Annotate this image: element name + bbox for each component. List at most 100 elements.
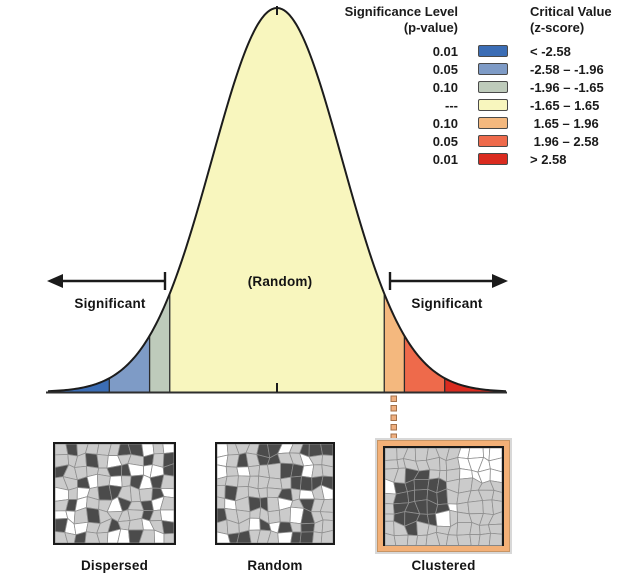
- map-polygon: [217, 531, 231, 543]
- map-polygon: [160, 487, 174, 499]
- z-range-label: 1.96 – 2.58: [530, 133, 599, 149]
- map-polygon: [277, 531, 293, 543]
- map-polygon: [162, 444, 174, 454]
- map-polygon: [64, 532, 77, 543]
- map-polygon: [159, 509, 174, 523]
- map-polygon: [138, 487, 153, 502]
- map-polygon: [266, 477, 283, 490]
- map-polygon: [319, 511, 333, 521]
- map-polygon: [384, 459, 399, 470]
- map-polygon: [488, 532, 503, 546]
- random-map-mosaic: [217, 444, 333, 543]
- map-polygon: [467, 447, 484, 460]
- z-range-label: -1.65 – 1.65: [530, 97, 600, 113]
- map-polygon: [162, 463, 174, 477]
- map-polygon: [117, 528, 131, 543]
- map-polygon: [319, 498, 333, 513]
- z-range-label: > 2.58: [530, 151, 567, 167]
- map-polygon: [393, 534, 409, 546]
- p-value-label: 0.01: [432, 151, 458, 167]
- map-polygon: [256, 529, 272, 543]
- legend-row: 0.01 < -2.58: [330, 42, 630, 60]
- map-polygon: [217, 484, 226, 499]
- map-polygon: [73, 531, 87, 543]
- map-polygon: [84, 531, 101, 543]
- map-polygon: [456, 534, 472, 546]
- map-polygon: [138, 529, 156, 543]
- color-swatch: [478, 117, 508, 129]
- legend-row: --- -1.65 – 1.65: [330, 96, 630, 114]
- legend-row: 0.01 > 2.58: [330, 150, 630, 168]
- map-polygon: [248, 517, 261, 531]
- map-polygon: [55, 486, 69, 502]
- map-polygon: [153, 529, 165, 543]
- map-polygon: [257, 487, 268, 499]
- p-value-label: 0.01: [432, 43, 458, 59]
- map-polygon: [267, 462, 281, 480]
- map-polygon: [456, 522, 473, 536]
- p-value-label: ---: [445, 97, 458, 113]
- map-polygon: [384, 503, 395, 515]
- significance-level-header: Significance Level (p-value): [330, 4, 458, 36]
- map-polygon: [85, 444, 100, 455]
- z-score-subtitle: (z-score): [530, 20, 585, 35]
- map-polygon: [121, 475, 132, 488]
- p-value-label: 0.10: [432, 115, 458, 131]
- curve-section: [169, 8, 385, 393]
- color-swatch: [478, 81, 508, 93]
- p-value-label: 0.05: [432, 133, 458, 149]
- map-polygon: [163, 533, 174, 543]
- significant-left-label: Significant: [74, 296, 146, 311]
- color-swatch: [478, 135, 508, 147]
- z-range-label: < -2.58: [530, 43, 571, 59]
- map-polygon: [384, 447, 398, 461]
- map-polygon: [128, 529, 144, 543]
- map-polygon: [267, 530, 279, 543]
- curve-section: [384, 293, 405, 392]
- map-polygon: [488, 523, 503, 535]
- legend-row: 0.10 -1.96 – -1.65: [330, 78, 630, 96]
- map-polygon: [247, 464, 261, 477]
- map-polygon: [312, 531, 323, 543]
- curve-section: [149, 293, 170, 392]
- map-polygon: [106, 528, 122, 543]
- map-thumbnail-clustered: [383, 446, 504, 546]
- left-significant-arrow: [47, 272, 167, 290]
- z-range-label: 1.65 – 1.96: [530, 115, 599, 131]
- connector-dot: [390, 405, 397, 412]
- map-polygon: [415, 534, 428, 546]
- map-polygon: [236, 466, 251, 477]
- legend-row: 0.05 -2.58 – -1.96: [330, 60, 630, 78]
- map-polygon: [290, 531, 302, 543]
- map-polygon: [299, 475, 313, 492]
- random-map-label: Random: [247, 558, 303, 573]
- z-range-label: -1.96 – -1.65: [530, 79, 604, 95]
- map-polygon: [280, 476, 292, 490]
- right-significant-arrow: [388, 272, 508, 290]
- p-value-label: 0.10: [432, 79, 458, 95]
- connector-dotted-line: [390, 395, 397, 440]
- map-polygon: [236, 529, 252, 543]
- connector-dot: [390, 414, 397, 421]
- map-polygon: [96, 532, 109, 543]
- critical-value-boundary-lines: [108, 293, 446, 392]
- map-polygon: [161, 520, 174, 535]
- legend-rows: 0.01 < -2.58 0.05 -2.58 – -1.96 0.10 -1.96 – …: [330, 42, 630, 168]
- p-value-label: 0.05: [432, 61, 458, 77]
- significance-level-title: Significance Level: [344, 4, 458, 19]
- map-polygon: [299, 531, 315, 543]
- map-polygon: [227, 532, 240, 543]
- random-label: (Random): [247, 274, 313, 289]
- map-polygon: [278, 506, 292, 523]
- connector-dot: [390, 424, 397, 431]
- connector-dot: [390, 433, 397, 440]
- curve-section: [48, 378, 110, 392]
- map-polygon: [311, 464, 324, 479]
- map-polygon: [266, 496, 280, 513]
- map-polygon: [321, 454, 333, 468]
- map-polygon: [478, 532, 491, 546]
- map-polygon: [217, 496, 226, 509]
- map-polygon: [152, 444, 165, 455]
